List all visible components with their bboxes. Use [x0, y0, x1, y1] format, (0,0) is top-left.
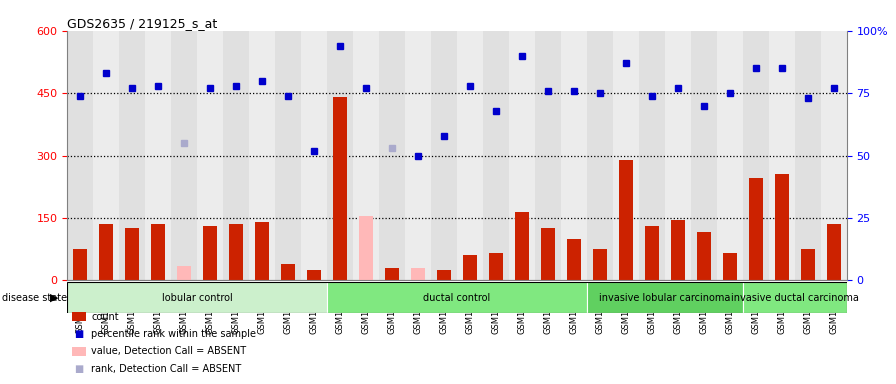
Bar	[405, 31, 431, 280]
Bar	[587, 282, 743, 313]
Text: count: count	[91, 312, 119, 322]
Text: value, Detection Call = ABSENT: value, Detection Call = ABSENT	[91, 346, 246, 356]
Bar	[515, 212, 529, 280]
Bar	[379, 31, 405, 280]
Bar	[801, 249, 814, 280]
Bar	[229, 224, 243, 280]
Bar	[775, 174, 788, 280]
Text: percentile rank within the sample: percentile rank within the sample	[91, 329, 256, 339]
Text: rank, Detection Call = ABSENT: rank, Detection Call = ABSENT	[91, 364, 242, 374]
Bar	[619, 160, 633, 280]
Bar	[327, 31, 353, 280]
Bar	[509, 31, 535, 280]
Text: ■: ■	[74, 329, 83, 339]
Bar	[119, 31, 145, 280]
Bar	[99, 224, 113, 280]
Bar	[67, 282, 327, 313]
Text: lobular control: lobular control	[162, 293, 232, 303]
Bar	[691, 31, 717, 280]
Bar	[307, 270, 321, 280]
Bar	[535, 31, 561, 280]
Bar	[827, 224, 840, 280]
Bar	[463, 255, 477, 280]
Bar	[723, 253, 737, 280]
Bar	[541, 228, 555, 280]
Bar	[437, 270, 451, 280]
Bar	[587, 31, 613, 280]
Bar	[385, 268, 399, 280]
Bar	[645, 226, 659, 280]
Bar	[333, 97, 347, 280]
Bar	[561, 31, 587, 280]
Text: disease state: disease state	[2, 293, 67, 303]
Bar	[613, 31, 639, 280]
Bar	[171, 31, 197, 280]
Bar	[327, 282, 587, 313]
Bar	[73, 249, 87, 280]
Bar	[665, 31, 691, 280]
Bar	[457, 31, 483, 280]
Bar	[255, 222, 269, 280]
Text: invasive lobular carcinoma: invasive lobular carcinoma	[599, 293, 730, 303]
Bar	[249, 31, 275, 280]
Bar	[567, 239, 581, 280]
Bar	[795, 31, 821, 280]
Bar	[359, 216, 373, 280]
Bar	[671, 220, 685, 280]
Bar	[151, 224, 165, 280]
Bar	[489, 253, 503, 280]
Bar	[223, 31, 249, 280]
Text: ductal control: ductal control	[423, 293, 491, 303]
Bar	[749, 179, 762, 280]
Text: invasive ductal carcinoma: invasive ductal carcinoma	[731, 293, 858, 303]
Text: ▶: ▶	[50, 293, 58, 303]
Bar	[411, 268, 425, 280]
Bar	[743, 282, 847, 313]
Bar	[67, 31, 93, 280]
Bar	[593, 249, 607, 280]
Bar	[769, 31, 795, 280]
Bar	[281, 264, 295, 280]
Text: GDS2635 / 219125_s_at: GDS2635 / 219125_s_at	[67, 17, 218, 30]
Bar	[639, 31, 665, 280]
Bar	[125, 228, 139, 280]
Bar	[743, 31, 769, 280]
Text: ■: ■	[74, 364, 83, 374]
Bar	[93, 31, 119, 280]
Bar	[431, 31, 457, 280]
Bar	[301, 31, 327, 280]
Bar	[353, 31, 379, 280]
Bar	[197, 31, 223, 280]
Bar	[821, 31, 847, 280]
Bar	[483, 31, 509, 280]
Bar	[177, 266, 191, 280]
Bar	[275, 31, 301, 280]
Bar	[145, 31, 171, 280]
Bar	[203, 226, 217, 280]
Bar	[697, 232, 711, 280]
Bar	[717, 31, 743, 280]
